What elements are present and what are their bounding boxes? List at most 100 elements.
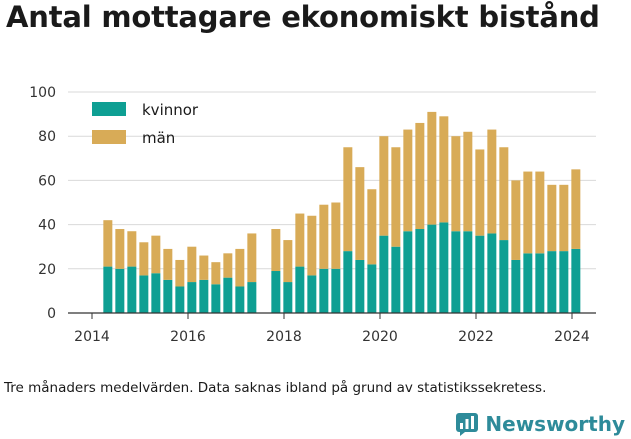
bar-man-36: [547, 184, 557, 252]
bar-kvinnor-33: [511, 259, 521, 313]
bar-man-17: [319, 204, 329, 269]
y-tick-label: 100: [29, 85, 56, 101]
y-tick-label: 60: [38, 173, 56, 189]
bar-man-11: [235, 248, 245, 287]
bar-man-2: [127, 231, 137, 267]
bar-kvinnor-30: [475, 235, 485, 313]
y-tick-label: 40: [38, 218, 56, 234]
bar-kvinnor-13: [271, 271, 281, 313]
bar-man-27: [439, 116, 449, 223]
bar-kvinnor-31: [487, 233, 497, 313]
bar-kvinnor-25: [415, 229, 425, 313]
brand-logo[interactable]: Newsworthy: [455, 410, 625, 438]
bar-man-12: [247, 233, 257, 283]
bar-kvinnor-36: [547, 251, 557, 313]
bars: [103, 111, 581, 313]
bar-man-34: [523, 171, 533, 254]
bar-man-23: [391, 147, 401, 247]
x-tick-label: 2014: [74, 329, 110, 345]
bar-man-5: [163, 248, 173, 280]
brand-name: Newsworthy: [485, 412, 625, 436]
bar-man-32: [499, 147, 509, 241]
bar-man-8: [199, 255, 209, 280]
bar-kvinnor-35: [535, 253, 545, 313]
legend-label-kvinnor: kvinnor: [142, 101, 199, 119]
bar-kvinnor-7: [187, 282, 197, 313]
bar-man-1: [115, 229, 125, 269]
bar-kvinnor-1: [115, 268, 125, 313]
bar-man-20: [355, 167, 365, 260]
bar-kvinnor-32: [499, 240, 509, 313]
bar-man-9: [211, 262, 221, 285]
bar-kvinnor-6: [175, 286, 185, 313]
x-tick-label: 2016: [170, 329, 206, 345]
bar-man-19: [343, 147, 353, 252]
bar-man-4: [151, 235, 161, 274]
bar-kvinnor-16: [307, 275, 317, 313]
bar-man-10: [223, 253, 233, 278]
bar-man-14: [283, 240, 293, 283]
bar-kvinnor-34: [523, 253, 533, 313]
bar-man-30: [475, 149, 485, 236]
bar-kvinnor-4: [151, 273, 161, 313]
bar-kvinnor-17: [319, 268, 329, 313]
bar-kvinnor-38: [571, 248, 581, 313]
bar-man-3: [139, 242, 149, 276]
bar-kvinnor-24: [403, 231, 413, 313]
bar-kvinnor-29: [463, 231, 473, 313]
bar-man-6: [175, 259, 185, 287]
bar-man-28: [451, 136, 461, 232]
bar-man-0: [103, 220, 113, 267]
bar-kvinnor-5: [163, 279, 173, 313]
bar-kvinnor-19: [343, 251, 353, 313]
x-tick-label: 2018: [266, 329, 302, 345]
y-tick-label: 80: [38, 129, 56, 145]
bar-kvinnor-20: [355, 259, 365, 313]
page-title: Antal mottagare ekonomiskt bistånd: [6, 0, 600, 34]
bar-kvinnor-3: [139, 275, 149, 313]
bar-kvinnor-14: [283, 282, 293, 313]
axes: 0 20 40 60 80 100 2014 2016 2018 2020 2022 2024: [29, 85, 596, 345]
bar-man-38: [571, 169, 581, 249]
bar-kvinnor-22: [379, 235, 389, 313]
x-tick-label: 2022: [458, 329, 494, 345]
bar-kvinnor-27: [439, 222, 449, 313]
bar-kvinnor-21: [367, 264, 377, 313]
bar-kvinnor-10: [223, 277, 233, 313]
x-tick-label: 2020: [362, 329, 398, 345]
bar-man-7: [187, 246, 197, 283]
footnote: Tre månaders medelvärden. Data saknas ib…: [4, 380, 547, 396]
bar-man-15: [295, 213, 305, 267]
bar-man-13: [271, 229, 281, 272]
bar-man-35: [535, 171, 545, 254]
bar-kvinnor-12: [247, 282, 257, 313]
bar-kvinnor-9: [211, 284, 221, 313]
bar-man-24: [403, 129, 413, 232]
bar-kvinnor-18: [331, 268, 341, 313]
bar-man-22: [379, 136, 389, 236]
bar-chart-logo-icon: [456, 413, 479, 436]
legend-swatch-kvinnor: [92, 102, 126, 116]
bar-kvinnor-0: [103, 266, 113, 313]
y-tick-label: 20: [38, 262, 56, 278]
bar-man-37: [559, 184, 569, 252]
bar-man-21: [367, 189, 377, 265]
bar-kvinnor-26: [427, 224, 437, 313]
x-tick-label: 2024: [554, 329, 590, 345]
legend: kvinnor män: [92, 101, 199, 147]
bar-kvinnor-37: [559, 251, 569, 313]
bar-man-26: [427, 111, 437, 225]
stacked-bar-chart: 0 20 40 60 80 100 2014 2016 2018 2020 2022 2024 kvi…: [29, 85, 596, 345]
legend-label-man: män: [142, 129, 175, 147]
y-tick-label: 0: [47, 306, 56, 322]
bar-man-31: [487, 129, 497, 234]
legend-swatch-man: [92, 130, 126, 144]
bar-kvinnor-2: [127, 266, 137, 313]
bar-man-33: [511, 180, 521, 260]
bar-man-18: [331, 202, 341, 269]
bar-kvinnor-11: [235, 286, 245, 313]
bar-man-25: [415, 122, 425, 230]
bar-kvinnor-15: [295, 266, 305, 313]
bar-man-16: [307, 215, 317, 276]
bar-kvinnor-8: [199, 279, 209, 313]
